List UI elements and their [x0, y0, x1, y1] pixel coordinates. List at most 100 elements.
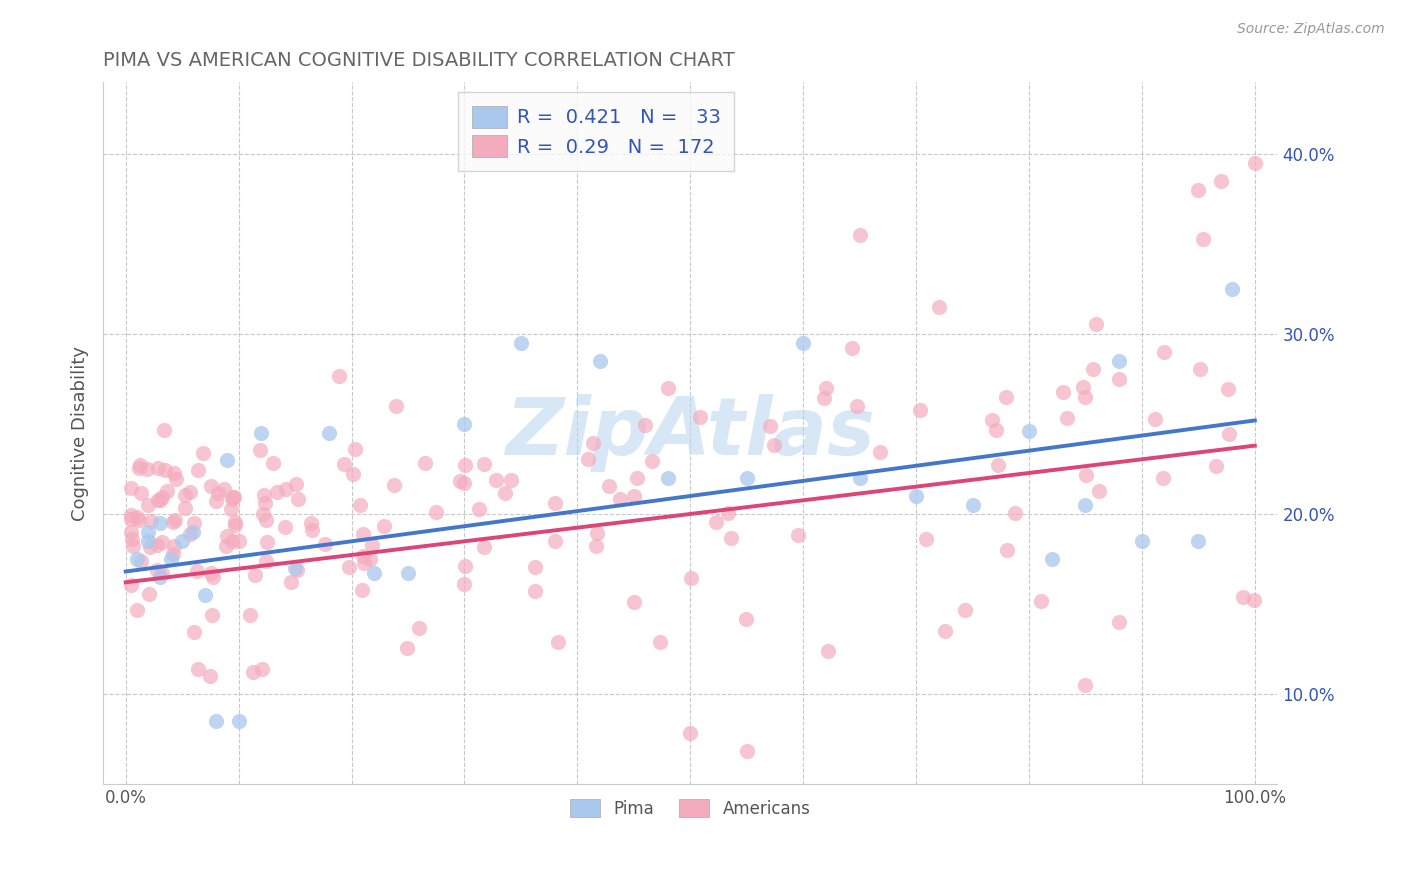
Point — [125, 510, 148, 524]
Point — [1076, 468, 1098, 483]
Point — [1152, 471, 1174, 485]
Point — [274, 482, 297, 496]
Point — [253, 496, 276, 510]
Point — [908, 403, 931, 417]
Point — [657, 381, 679, 395]
Point — [149, 570, 172, 584]
Point — [342, 467, 364, 481]
Point — [763, 437, 786, 451]
Point — [679, 726, 702, 740]
Point — [139, 514, 162, 528]
Point — [1243, 592, 1265, 607]
Point — [1073, 380, 1095, 394]
Point — [224, 515, 246, 529]
Point — [524, 584, 547, 599]
Point — [253, 488, 276, 502]
Point — [454, 558, 477, 573]
Point — [817, 644, 839, 658]
Point — [547, 635, 569, 649]
Point — [200, 479, 222, 493]
Point — [250, 425, 273, 440]
Point — [485, 473, 508, 487]
Point — [136, 524, 159, 539]
Point — [361, 538, 384, 552]
Point — [408, 621, 430, 635]
Point — [201, 607, 224, 622]
Point — [243, 568, 266, 582]
Point — [735, 471, 758, 485]
Point — [1108, 615, 1130, 630]
Point — [1218, 382, 1240, 396]
Point — [623, 595, 645, 609]
Point — [136, 498, 159, 512]
Point — [1243, 156, 1265, 170]
Point — [328, 368, 350, 383]
Point — [454, 458, 477, 473]
Point — [720, 531, 742, 545]
Point — [129, 554, 152, 568]
Point — [125, 552, 148, 566]
Point — [174, 488, 197, 502]
Point — [1187, 183, 1209, 197]
Point — [266, 485, 288, 500]
Legend: Pima, Americans: Pima, Americans — [564, 792, 817, 824]
Point — [640, 453, 662, 467]
Point — [352, 527, 374, 541]
Point — [468, 501, 491, 516]
Point — [224, 517, 246, 532]
Point — [792, 336, 814, 351]
Point — [953, 603, 976, 617]
Point — [1074, 678, 1097, 692]
Point — [194, 588, 217, 602]
Point — [174, 501, 197, 516]
Point — [1130, 533, 1153, 548]
Point — [1153, 345, 1175, 359]
Point — [841, 342, 863, 356]
Point — [128, 513, 150, 527]
Point — [249, 442, 271, 457]
Text: ZipAtlas: ZipAtlas — [505, 394, 875, 472]
Point — [609, 492, 631, 507]
Point — [544, 533, 567, 548]
Point — [1081, 362, 1104, 376]
Point — [299, 516, 322, 530]
Point — [179, 484, 201, 499]
Point — [337, 560, 360, 574]
Point — [162, 547, 184, 561]
Point — [284, 561, 307, 575]
Point — [215, 528, 238, 542]
Point — [152, 423, 174, 437]
Point — [252, 507, 274, 521]
Point — [987, 458, 1010, 473]
Point — [373, 519, 395, 533]
Point — [163, 513, 186, 527]
Point — [242, 665, 264, 679]
Point — [472, 540, 495, 554]
Point — [121, 539, 143, 553]
Point — [228, 714, 250, 728]
Point — [735, 744, 758, 758]
Point — [200, 566, 222, 580]
Point — [187, 463, 209, 477]
Point — [1088, 484, 1111, 499]
Point — [172, 533, 194, 548]
Point — [385, 399, 408, 413]
Point — [928, 300, 950, 314]
Point — [254, 513, 277, 527]
Point — [814, 381, 837, 395]
Point — [150, 566, 173, 580]
Point — [287, 492, 309, 507]
Point — [287, 563, 309, 577]
Point — [1056, 411, 1078, 425]
Point — [128, 460, 150, 475]
Point — [250, 662, 273, 676]
Point — [585, 539, 607, 553]
Point — [120, 481, 142, 495]
Point — [582, 436, 605, 450]
Point — [200, 669, 222, 683]
Point — [813, 392, 835, 406]
Point — [256, 534, 278, 549]
Point — [186, 564, 208, 578]
Point — [207, 486, 229, 500]
Point — [183, 516, 205, 530]
